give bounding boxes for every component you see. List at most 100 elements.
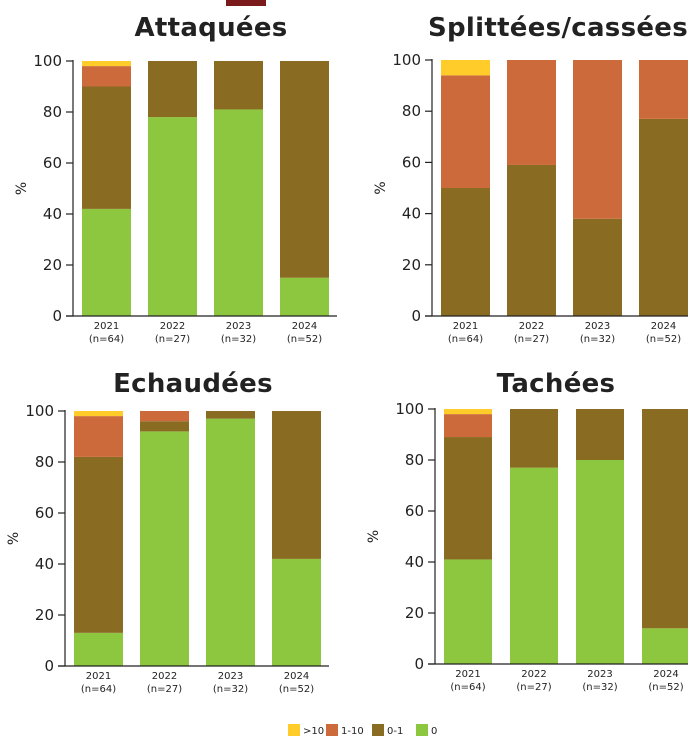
bar-segment-2023-1-10: [573, 60, 622, 219]
bar-segment-2024-1-10: [639, 60, 688, 119]
bar-segment-2023-0: [214, 109, 263, 316]
bar-segment-2021-0: [444, 559, 492, 664]
bar-segment-2024-0: [642, 628, 688, 664]
y-axis-label: %: [14, 182, 30, 195]
bar-segment-2022-0-1: [148, 61, 197, 118]
chart-title: Echaudées: [113, 369, 273, 399]
bar-segment-2021->10: [82, 61, 131, 67]
legend-swatch: [326, 724, 338, 736]
legend-item-1-10: 1-10: [326, 724, 364, 736]
bar-segment-2023-0: [576, 460, 624, 664]
bar-segment-2022-0: [510, 467, 558, 664]
bar-segment-2021-0-1: [74, 456, 123, 633]
bar-segment-2023-0-1: [573, 218, 622, 316]
x-tick-label: 2023: [226, 321, 251, 332]
bar-segment-2021->10: [74, 411, 123, 417]
x-tick-sublabel: (n=52): [279, 684, 314, 695]
y-tick-label: 0: [44, 657, 54, 675]
x-tick-label: 2023: [218, 671, 243, 682]
y-tick-label: 100: [33, 52, 62, 70]
y-tick-label: 40: [43, 205, 62, 223]
y-tick-label: 80: [43, 103, 62, 121]
panel-tachees: Tachées % 2021 (n=64) 2022 (n=27) 2023 (n=32)…: [366, 369, 688, 693]
x-tick-sublabel: (n=64): [81, 684, 116, 695]
bar-segment-2021-0: [82, 208, 131, 316]
bar-segment-2021-1-10: [441, 75, 490, 188]
y-axis-label: %: [373, 181, 389, 194]
bar-segment-2021-0-1: [444, 437, 492, 560]
y-tick-label: 0: [411, 307, 421, 325]
legend-label: 0-1: [387, 726, 403, 736]
bar-segment-2023-0: [206, 418, 255, 666]
y-tick-label: 20: [43, 256, 62, 274]
bar-segment-2022-1-10: [507, 60, 556, 165]
x-tick-sublabel: (n=64): [450, 682, 485, 693]
y-tick-label: 40: [402, 205, 421, 223]
y-tick-label: 80: [35, 453, 54, 471]
x-tick-label: 2024: [653, 669, 678, 680]
bar-segment-2024-0-1: [642, 409, 688, 629]
x-tick-label: 2024: [284, 671, 309, 682]
x-tick-label: 2024: [651, 321, 676, 332]
x-tick-label: 2022: [521, 669, 546, 680]
x-tick-sublabel: (n=52): [648, 682, 683, 693]
legend-item-0-1: 0-1: [372, 724, 403, 736]
bar-segment-2024-0: [272, 558, 321, 666]
chart-title: Attaquées: [134, 13, 287, 43]
bar-segment-2022-0: [140, 431, 189, 666]
bar-segment-2021->10: [441, 60, 490, 76]
bar-segment-2021->10: [444, 409, 492, 415]
y-tick-label: 100: [25, 402, 54, 420]
x-tick-sublabel: (n=32): [582, 682, 617, 693]
x-tick-sublabel: (n=27): [514, 334, 549, 345]
bar-segment-2024-0: [280, 277, 329, 316]
bar-segment-2021-0: [74, 632, 123, 666]
x-tick-label: 2022: [519, 321, 544, 332]
x-tick-sublabel: (n=32): [580, 334, 615, 345]
legend-swatch: [372, 724, 384, 736]
y-tick-label: 60: [35, 504, 54, 522]
y-tick-label: 40: [405, 553, 424, 571]
y-tick-label: 80: [402, 102, 421, 120]
y-tick-label: 20: [35, 606, 54, 624]
bar-segment-2021-1-10: [74, 416, 123, 457]
y-tick-label: 80: [405, 451, 424, 469]
legend-item-gt10: >10: [288, 724, 324, 736]
panel-attaquees: Attaquées % 2021 (n=64) 2022 (n=27) 2023 (n=3…: [14, 13, 337, 345]
x-tick-label: 2021: [94, 321, 119, 332]
bar-segment-2022-0-1: [140, 421, 189, 432]
bar-segment-2021-0-1: [441, 188, 490, 316]
y-tick-label: 60: [405, 502, 424, 520]
bar-segment-2022-0-1: [510, 409, 558, 468]
x-tick-label: 2024: [292, 321, 317, 332]
bar-segment-2022-0: [148, 117, 197, 316]
y-tick-label: 40: [35, 555, 54, 573]
x-tick-sublabel: (n=64): [448, 334, 483, 345]
y-tick-label: 0: [414, 655, 424, 673]
y-tick-label: 20: [402, 256, 421, 274]
x-tick-sublabel: (n=27): [155, 334, 190, 345]
y-tick-label: 100: [395, 400, 424, 418]
bar-segment-2022-0-1: [507, 164, 556, 316]
x-tick-label: 2022: [152, 671, 177, 682]
x-tick-sublabel: (n=27): [147, 684, 182, 695]
bar-segment-2023-0-1: [576, 409, 624, 460]
panel-echaudees: Echaudées % 2021 (n=64) 2022 (n=27) 2023 (n=3…: [6, 369, 329, 695]
y-axis-label: %: [366, 530, 382, 543]
y-tick-label: 100: [392, 51, 421, 69]
bar-segment-2024-0-1: [272, 411, 321, 559]
x-tick-sublabel: (n=32): [213, 684, 248, 695]
x-tick-label: 2023: [587, 669, 612, 680]
x-tick-sublabel: (n=52): [287, 334, 322, 345]
chart-title: Splittées/cassées: [428, 13, 688, 43]
legend-swatch: [288, 724, 300, 736]
bar-segment-2023-0-1: [214, 61, 263, 110]
x-tick-label: 2021: [453, 321, 478, 332]
bar-segment-2021-1-10: [444, 414, 492, 438]
x-tick-sublabel: (n=32): [221, 334, 256, 345]
y-tick-label: 60: [43, 154, 62, 172]
x-tick-label: 2021: [86, 671, 111, 682]
bar-segment-2021-0-1: [82, 86, 131, 209]
x-tick-label: 2022: [160, 321, 185, 332]
